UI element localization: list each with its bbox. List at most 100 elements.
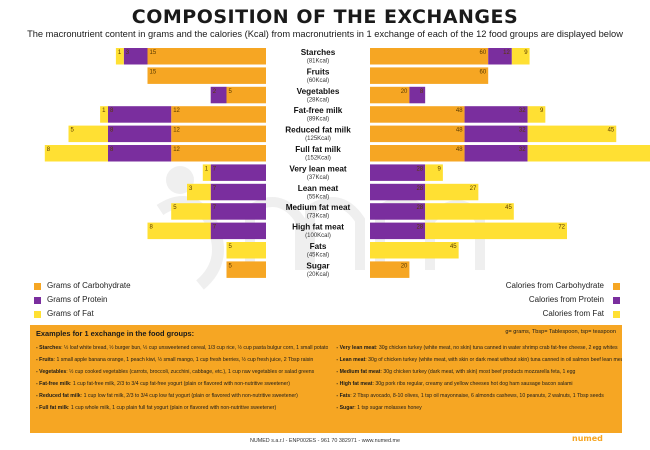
bar-grams-fat <box>202 164 211 181</box>
example-key: - Vegetables <box>36 368 67 375</box>
category-label: Full fat milk <box>295 145 341 154</box>
bar-grams-fat <box>44 145 108 162</box>
bar-grams-fat <box>100 106 108 123</box>
bar-grams-protein <box>210 203 266 220</box>
examples-panel: Examples for 1 exchange in the food grou… <box>30 325 622 433</box>
example-line: - Fat-free milk: 1 cup fat-free milk, 2/… <box>36 380 328 388</box>
category-kcal: (20Kcal) <box>307 272 329 278</box>
bar-grams-fat <box>171 203 211 220</box>
label-calories-fat: 27 <box>470 186 477 192</box>
example-text: : ½ cup cooked vegetables (carrots, broc… <box>66 368 315 375</box>
example-text: : 30g of chicken turkey (white meat, wit… <box>365 356 622 363</box>
legend-right: Calories from Carbohydrate Calories from… <box>490 280 620 320</box>
page-title: COMPOSITION OF THE EXCHANGES <box>131 6 519 28</box>
bar-calories-protein <box>409 86 426 104</box>
category-label: Vegetables <box>297 87 340 96</box>
label-grams-carb: 12 <box>173 128 180 134</box>
label-calories-fat: 9 <box>524 50 528 56</box>
label-grams-protein: 7 <box>213 205 217 211</box>
bar-grams-protein <box>123 48 148 65</box>
category-label: Medium fat meat <box>286 203 351 212</box>
label-calories-protein: 32 <box>519 128 526 134</box>
category-kcal: (100Kcal) <box>305 233 331 239</box>
category-kcal: (81Kcal) <box>307 59 329 65</box>
example-text: : 30g chicken turkey (dark meat, with sk… <box>380 368 576 375</box>
example-line: - Lean meat: 30g of chicken turkey (whit… <box>336 356 622 364</box>
example-line: - Fruits: 1 small apple banana orange, 1… <box>36 356 328 364</box>
bar-calories-fat <box>527 125 617 143</box>
example-text: : 30g chicken turkey (white meat, no ski… <box>375 345 618 351</box>
bar-calories-carb <box>370 67 489 84</box>
label-calories-carb: 48 <box>456 147 463 153</box>
legend-right-fat-swatch <box>613 311 620 318</box>
category-label: Fruits <box>307 67 330 76</box>
example-text: : ½ loaf white bread, ½ burger bun, ½ cu… <box>61 345 329 351</box>
example-key: - Reduced fat milk <box>36 392 81 399</box>
legend-fat-label: Grams of Fat <box>47 309 94 318</box>
bar-grams-carb <box>171 106 266 123</box>
label-calories-carb: 48 <box>456 108 463 114</box>
bar-calories-carb <box>370 86 410 104</box>
label-grams-carb: 5 <box>229 89 233 95</box>
label-calories-protein: 28 <box>416 225 423 231</box>
examples-right-column: - Very lean meat: 30g chicken turkey (wh… <box>336 344 622 415</box>
example-text: : 1 cup fat-free milk, 2/3 to 3/4 cup fa… <box>70 380 291 387</box>
example-key: - Very lean meat <box>336 345 376 351</box>
legend-fat-swatch <box>34 311 41 318</box>
bar-calories-protein <box>370 164 426 181</box>
bar-calories-protein <box>488 48 512 65</box>
bar-grams-protein <box>108 106 172 123</box>
label-grams-protein: 2 <box>213 89 217 95</box>
example-text: : 2 Tbsp avocado, 8-10 olives, 1 tsp oil… <box>350 392 604 399</box>
bar-calories-protein <box>370 183 426 201</box>
bar-grams-protein <box>210 86 227 104</box>
example-line: - Reduced fat milk: 1 cup low fat milk, … <box>36 392 328 400</box>
bar-calories-fat <box>425 222 567 240</box>
label-grams-protein: 8 <box>110 128 114 134</box>
bar-calories-protein <box>370 222 426 240</box>
bar-grams-carb <box>171 125 266 143</box>
category-kcal: (152Kcal) <box>305 156 331 162</box>
example-line: - High fat meat: 30g pork ribs regular, … <box>336 380 622 388</box>
bar-grams-fat <box>115 48 124 65</box>
label-grams-protein: 7 <box>213 186 217 192</box>
bar-calories-fat <box>527 145 650 162</box>
category-label: Reduced fat milk <box>285 126 351 135</box>
category-label: Very lean meat <box>289 164 347 173</box>
label-calories-fat: 9 <box>438 166 442 172</box>
bar-grams-carb <box>147 67 266 84</box>
category-kcal: (125Kcal) <box>305 136 331 142</box>
bar-calories-fat <box>370 242 459 259</box>
example-key: - Full fat milk <box>36 404 68 411</box>
category-label: Sugar <box>306 261 330 270</box>
example-text: : 1 cup low fat milk, 2/3 to 3/4 cup low… <box>80 392 298 399</box>
bar-calories-carb <box>370 106 465 123</box>
units-note: g= grams, Tbsp= Tablespoon, tsp= teaspoo… <box>505 329 616 335</box>
label-calories-protein: 28 <box>416 166 423 172</box>
example-text: : 30g pork ribs regular, creamy and yell… <box>372 380 573 387</box>
bar-grams-protein <box>210 183 266 201</box>
label-calories-protein: 28 <box>416 205 423 211</box>
label-calories-carb: 60 <box>480 69 487 75</box>
legend-left: Grams of Carbohydrate Grams of Protein G… <box>34 280 184 320</box>
label-grams-fat: 5 <box>229 244 233 250</box>
examples-left-column: - Starches: ½ loaf white bread, ½ burger… <box>36 344 328 415</box>
category-label: Starches <box>301 48 336 57</box>
label-grams-fat: 1 <box>118 50 122 56</box>
bar-grams-fat <box>68 125 108 143</box>
example-key: - Fruits <box>36 356 54 363</box>
label-calories-fat: 45 <box>505 205 512 211</box>
label-calories-fat: 9 <box>540 108 544 114</box>
example-line: - Vegetables: ½ cup cooked vegetables (c… <box>36 368 328 376</box>
page-subtitle: The macronutrient content in grams and t… <box>27 29 623 39</box>
label-grams-fat: 5 <box>173 205 177 211</box>
legend-right-protein-swatch <box>613 297 620 304</box>
category-label: Fat-free milk <box>294 106 343 115</box>
bar-grams-carb <box>226 86 266 104</box>
footer-text: NUMED s.a.r.l - ENP002ES - 961 70 382971… <box>249 438 401 444</box>
example-text: : 1 cup whole milk, 1 cup plain full fat… <box>68 404 277 411</box>
example-line: - Fats: 2 Tbsp avocado, 8-10 olives, 1 t… <box>336 392 622 400</box>
category-label: High fat meat <box>292 223 344 232</box>
label-calories-fat: 45 <box>450 244 457 250</box>
category-kcal: (37Kcal) <box>307 175 329 181</box>
